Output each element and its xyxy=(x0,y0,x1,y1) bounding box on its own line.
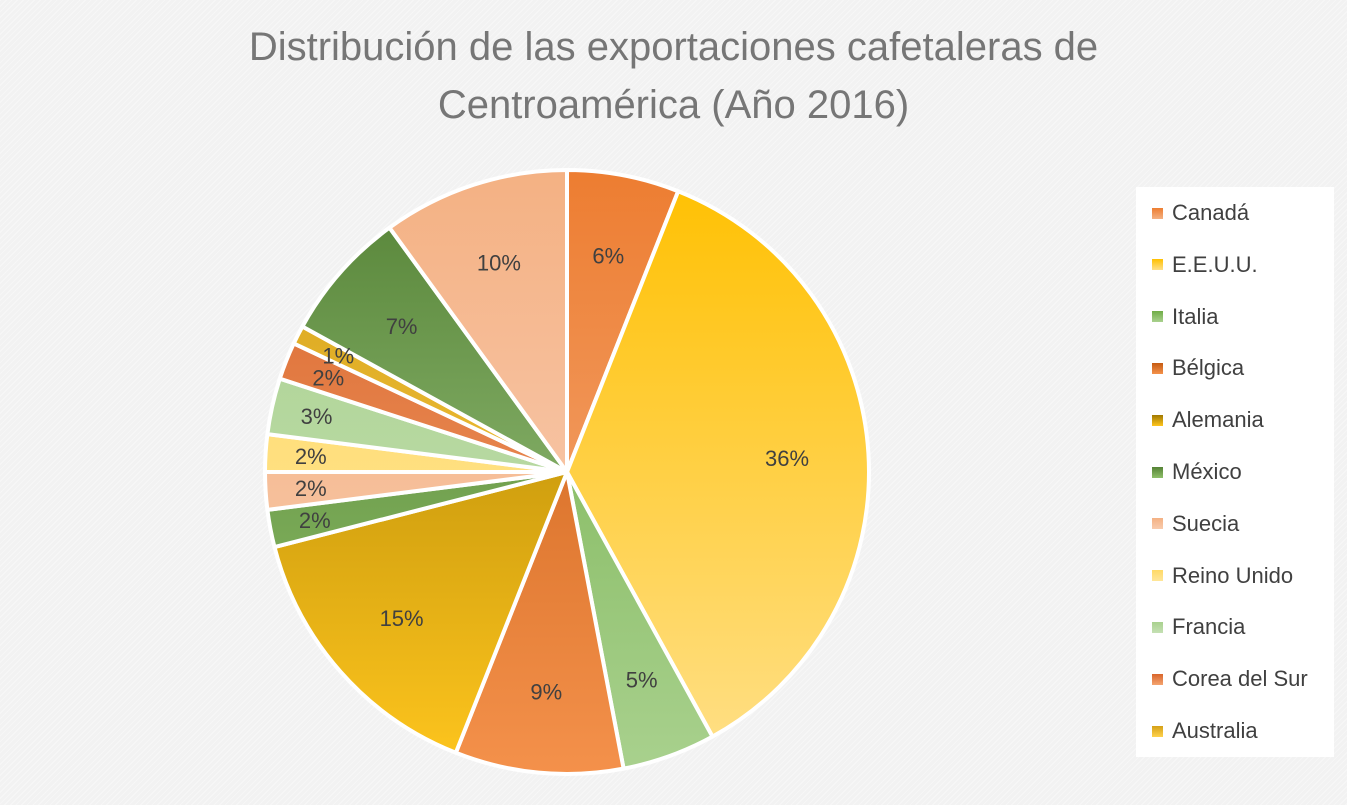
pie-slice-2 xyxy=(565,189,871,739)
legend-label: Canadá xyxy=(1172,200,1250,225)
legend-item-3: Italia xyxy=(1152,302,1218,332)
legend-swatch xyxy=(1152,414,1163,426)
legend-swatch xyxy=(1152,518,1163,530)
legend-swatch xyxy=(1152,570,1163,582)
legend-item-6: México xyxy=(1152,457,1242,487)
pie-slice-label-6: 2% xyxy=(299,508,331,533)
pie-slice-5 xyxy=(272,470,569,755)
pie-slice-4 xyxy=(453,470,626,776)
legend-item-5: Alemania xyxy=(1152,405,1264,435)
chart-title-line-2: Centroamérica (Año 2016) xyxy=(437,83,910,127)
legend-label: Alemania xyxy=(1172,407,1264,433)
legend-label: Bélgica xyxy=(1172,355,1245,381)
chart-title-line-1: Distribución de las exportaciones cafeta… xyxy=(248,25,1099,69)
legend-item-7: Suecia xyxy=(1152,509,1239,539)
legend-swatch xyxy=(1152,673,1163,685)
pie-slice-label-10: 2% xyxy=(312,366,344,391)
pie-slice-label-1: 6% xyxy=(592,243,624,268)
legend-item-8: Reino Unido xyxy=(1152,561,1293,591)
legend-item-1: Canadá xyxy=(1152,198,1249,228)
legend-label: Italia xyxy=(1172,303,1219,329)
legend-swatch xyxy=(1152,362,1163,374)
pie-slice-label-7: 2% xyxy=(295,476,327,501)
legend-label: E.E.U.U. xyxy=(1172,251,1258,277)
legend-label: Reino Unido xyxy=(1172,562,1294,588)
pie-slice-label-11: 1% xyxy=(322,344,354,369)
legend-label: México xyxy=(1172,459,1242,484)
pie-slice-13 xyxy=(387,168,569,474)
pie-slice-12 xyxy=(300,225,569,474)
legend-item-2: E.E.U.U. xyxy=(1152,250,1258,280)
legend-item-11: Australia xyxy=(1152,716,1258,746)
chart-title: Distribución de las exportaciones cafeta… xyxy=(0,18,1347,134)
pie-slice-label-4: 9% xyxy=(530,680,562,705)
pie-slice-label-8: 2% xyxy=(295,444,327,469)
legend-label: Suecia xyxy=(1172,510,1240,536)
legend-swatch xyxy=(1152,621,1163,633)
legend-label: Francia xyxy=(1172,614,1246,640)
pie-slice-label-9: 3% xyxy=(301,404,333,429)
pie-slice-label-5: 15% xyxy=(380,606,424,631)
legend: Canadá E.E.U.U. Italia Bélgica Alemania Méxic… xyxy=(1136,187,1334,757)
legend-swatch xyxy=(1152,466,1163,478)
legend-item-9: Francia xyxy=(1152,612,1245,642)
legend-swatch xyxy=(1152,207,1163,219)
legend-swatch xyxy=(1152,311,1163,323)
pie-slice-label-2: 36% xyxy=(765,446,809,471)
pie-slice-label-12: 7% xyxy=(386,314,418,339)
legend-swatch xyxy=(1152,725,1163,737)
pie-slice-label-13: 10% xyxy=(477,250,521,275)
legend-swatch xyxy=(1152,259,1163,271)
pie-slice-label-3: 5% xyxy=(626,667,658,692)
legend-item-10: Corea del Sur xyxy=(1152,664,1308,694)
legend-label: Corea del Sur xyxy=(1172,666,1308,692)
legend-label: Australia xyxy=(1172,718,1258,743)
legend-item-4: Bélgica xyxy=(1152,353,1244,383)
